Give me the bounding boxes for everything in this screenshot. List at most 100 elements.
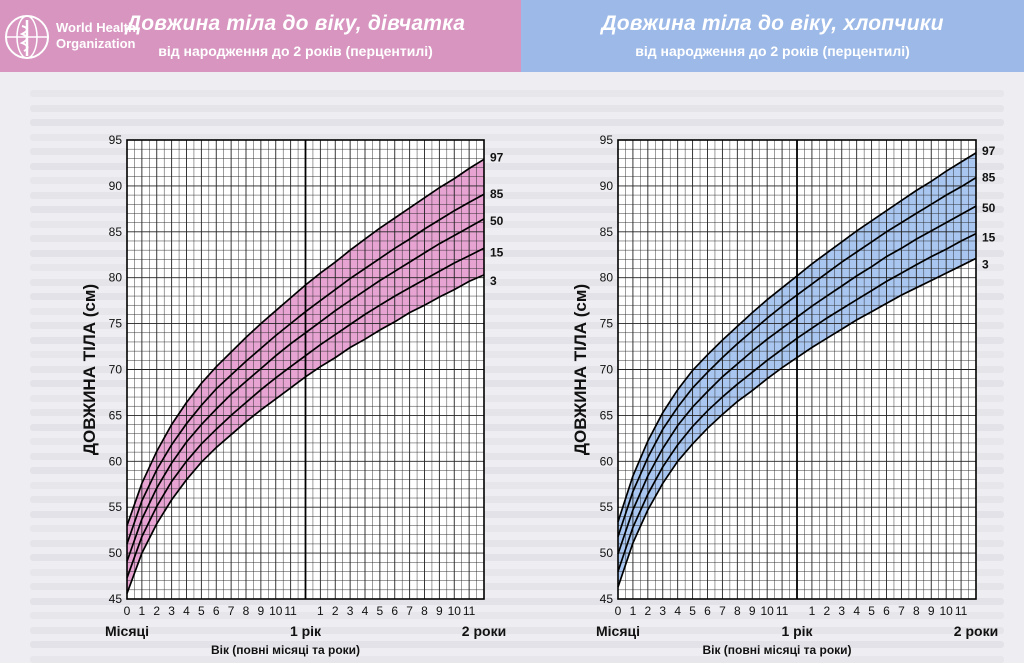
x-tick-label: 8 — [243, 604, 250, 618]
plot-border — [617, 139, 977, 600]
percentile-line-15 — [126, 247, 485, 579]
x-group-label-2-years: 2 роки — [462, 623, 506, 639]
y-tick-label: 50 — [109, 546, 123, 560]
girls-chart-subtitle: від народження до 2 років (перцентилі) — [158, 43, 433, 59]
y-tick-label: 55 — [109, 500, 123, 514]
percentile-line-50 — [617, 205, 977, 555]
girls-header-band: World Health Organization Довжина тіла д… — [0, 0, 521, 72]
background-text-texture — [0, 72, 1024, 663]
y-tick-label: 85 — [109, 225, 123, 239]
org-name-line2: Organization — [56, 36, 136, 51]
percentile-line-3 — [617, 257, 977, 588]
x-tick-label: 11 — [284, 604, 297, 618]
y-tick-label: 60 — [600, 454, 614, 468]
x-group-label-1-year: 1 рік — [781, 623, 813, 639]
boys-chart-subtitle: від народження до 2 років (перцентилі) — [635, 43, 910, 59]
x-tick-label: 7 — [898, 604, 905, 618]
x-tick-label: 5 — [377, 604, 384, 618]
y-tick-label: 90 — [600, 179, 614, 193]
x-tick-label: 2 — [823, 604, 830, 618]
x-tick-label: 8 — [913, 604, 920, 618]
x-tick-label: 4 — [183, 604, 190, 618]
percentile-label-50: 50 — [490, 214, 504, 228]
x-tick-label: 9 — [928, 604, 935, 618]
x-tick-label: 4 — [853, 604, 860, 618]
x-tick-label: 11 — [463, 604, 476, 618]
x-tick-label: 3 — [168, 604, 175, 618]
x-axis-title: Вік (повні місяці та роки) — [702, 643, 851, 657]
x-tick-label: 4 — [362, 604, 369, 618]
y-tick-label: 90 — [109, 179, 123, 193]
x-tick-label: 5 — [689, 604, 696, 618]
x-tick-label: 9 — [749, 604, 756, 618]
who-logo: World Health Organization — [4, 14, 154, 60]
x-tick-label: 7 — [406, 604, 413, 618]
percentile-label-50: 50 — [982, 201, 996, 215]
percentile-label-85: 85 — [982, 171, 996, 185]
x-tick-label: 8 — [421, 604, 428, 618]
x-tick-label: 3 — [659, 604, 666, 618]
x-tick-label: 1 — [139, 604, 146, 618]
percentile-line-97 — [126, 158, 485, 526]
x-tick-label: 11 — [776, 604, 789, 618]
x-group-label-1-year: 1 рік — [290, 623, 322, 639]
percentile-label-15: 15 — [490, 245, 504, 259]
x-tick-label: 3 — [838, 604, 845, 618]
y-axis-title: ДОВЖИНА ТІЛА (см) — [80, 284, 99, 455]
y-axis-title: ДОВЖИНА ТІЛА (см) — [571, 284, 590, 455]
x-tick-label: 10 — [269, 604, 283, 618]
percentile-label-85: 85 — [490, 187, 504, 201]
y-tick-label: 85 — [600, 225, 614, 239]
girls-chart-title: Довжина тіла до віку, дівчатка — [125, 12, 466, 35]
x-tick-label: 6 — [883, 604, 890, 618]
org-name: World Health Organization — [56, 20, 136, 52]
y-tick-label: 70 — [600, 363, 614, 377]
percentile-label-15: 15 — [982, 231, 996, 245]
x-tick-label: 0 — [124, 604, 131, 618]
x-tick-label: 2 — [153, 604, 160, 618]
x-tick-label: 7 — [228, 604, 235, 618]
x-group-label-months: Місяці — [105, 623, 149, 639]
x-tick-label: 10 — [939, 604, 953, 618]
percentile-line-50 — [126, 218, 485, 562]
x-tick-label: 9 — [436, 604, 443, 618]
x-group-label-2-years: 2 роки — [954, 623, 998, 639]
boys-header-band: Довжина тіла до віку, хлопчики від народ… — [521, 0, 1024, 72]
x-tick-label: 1 — [809, 604, 816, 618]
percentile-line-85 — [617, 176, 977, 537]
percentile-line-97 — [617, 152, 977, 523]
x-tick-label: 7 — [719, 604, 726, 618]
y-tick-label: 50 — [600, 546, 614, 560]
x-tick-label: 10 — [448, 604, 462, 618]
x-tick-label: 6 — [391, 604, 398, 618]
y-tick-label: 65 — [109, 408, 123, 422]
x-tick-label: 4 — [674, 604, 681, 618]
y-tick-label: 65 — [600, 408, 614, 422]
percentile-line-85 — [126, 193, 485, 545]
x-tick-label: 2 — [332, 604, 339, 618]
org-name-line1: World Health — [56, 20, 136, 35]
x-tick-label: 2 — [644, 604, 651, 618]
x-tick-label: 1 — [317, 604, 324, 618]
x-tick-label: 9 — [258, 604, 265, 618]
percentile-label-97: 97 — [982, 144, 996, 158]
percentile-line-15 — [617, 232, 977, 572]
x-tick-label: 0 — [615, 604, 622, 618]
percentile-label-3: 3 — [982, 257, 989, 271]
x-tick-label: 11 — [955, 604, 968, 618]
y-tick-label: 95 — [109, 133, 123, 147]
x-tick-label: 5 — [868, 604, 875, 618]
x-tick-label: 6 — [704, 604, 711, 618]
x-tick-label: 1 — [630, 604, 637, 618]
y-tick-label: 45 — [600, 592, 614, 606]
x-group-label-months: Місяці — [596, 623, 640, 639]
x-tick-label: 10 — [760, 604, 774, 618]
y-tick-label: 45 — [109, 592, 123, 606]
y-tick-label: 75 — [600, 317, 614, 331]
percentile-label-3: 3 — [490, 274, 497, 288]
x-tick-label: 6 — [213, 604, 220, 618]
x-tick-label: 8 — [734, 604, 741, 618]
